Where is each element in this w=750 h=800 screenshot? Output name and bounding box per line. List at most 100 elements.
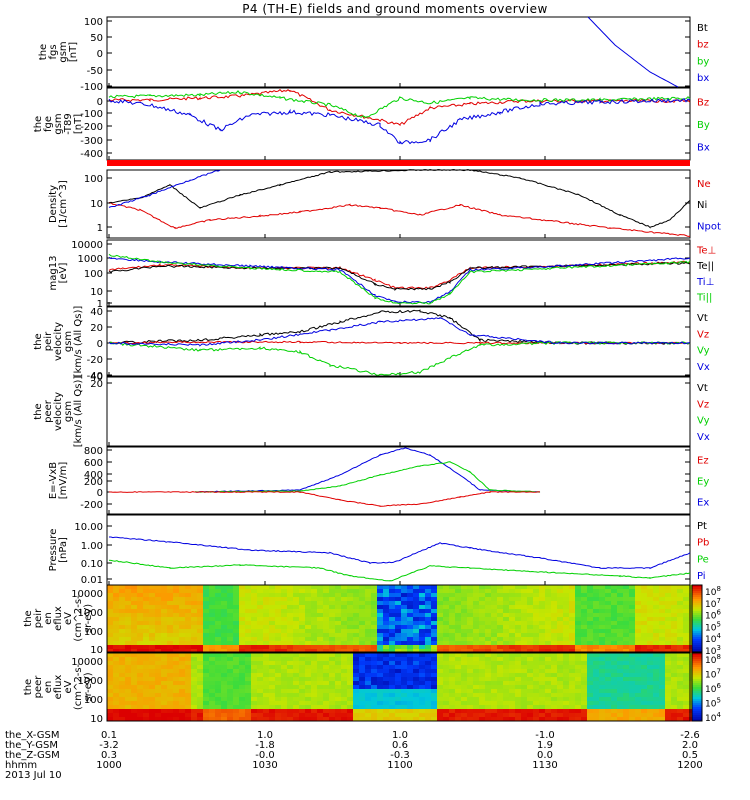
y-axis-label-line: (cm^2-s-	[73, 663, 84, 710]
series-bx	[587, 16, 679, 88]
y-axis-label: the peer en eflux eV (cm^2-s-sr-eV)	[23, 663, 94, 710]
series-Ti-perp	[108, 256, 691, 304]
y-tick-label: 10000	[71, 657, 103, 668]
x-tick-label: 2.0	[682, 740, 698, 751]
y-axis-label-line: Pressure	[48, 529, 59, 572]
colorbar-tick-label: 104	[705, 711, 721, 724]
colorbar-tick-label: 108	[705, 585, 721, 598]
y-axis-label-line: eV	[63, 680, 74, 693]
y-tick-label: 10	[90, 199, 103, 210]
panel-frame	[106, 169, 691, 239]
x-tick-label: 1030	[252, 760, 277, 771]
series-Vx	[108, 316, 691, 347]
colorbar-tick-label: 106	[705, 609, 721, 622]
y-axis-label-line: mag13	[48, 256, 59, 291]
y-tick-label: 1000	[78, 676, 103, 687]
x-row-label: the_Y-GSM	[5, 740, 58, 751]
y-tick-label: 0	[97, 488, 103, 499]
x-row-label: the_Z-GSM	[5, 750, 60, 761]
chart-title: P4 (TH-E) fields and ground moments over…	[242, 2, 548, 16]
y-tick-label: 200	[84, 477, 103, 488]
legend-entry: Pi	[697, 571, 706, 582]
x-tick-label: 0.1	[101, 730, 117, 741]
series-By	[108, 90, 691, 119]
y-tick-label: 800	[84, 446, 103, 457]
y-axis-label-line: [nT]	[68, 42, 79, 62]
y-axis-label-line: [1/cm^3]	[58, 180, 69, 228]
y-axis-label-line: E=-VxB	[48, 462, 59, 499]
legend-entry: Te||	[696, 261, 714, 272]
x-tick-label: -1.8	[255, 740, 275, 751]
y-axis-label-line: gsm	[63, 331, 74, 352]
legend-entry: Ni	[697, 200, 707, 211]
y-tick-label: -300	[80, 136, 103, 147]
series-Ey	[194, 461, 541, 493]
panel-frame	[106, 306, 691, 377]
y-axis-label-line: en	[43, 612, 54, 625]
legend-entry: bz	[697, 40, 709, 51]
x-tick-label: 1130	[532, 760, 557, 771]
colorbar-tick-label: 108	[705, 653, 721, 666]
x-tick-label: 1.0	[392, 730, 408, 741]
x-tick-label: -0.3	[390, 750, 410, 761]
legend-entry: Pb	[697, 538, 709, 549]
panel-frame	[106, 652, 691, 722]
series-Vy	[108, 341, 691, 376]
y-tick-label: 20	[90, 379, 103, 390]
y-axis-label-line: [mV/m]	[58, 462, 69, 500]
x-row-label: the_X-GSM	[5, 730, 59, 741]
legend-entry: Npot	[697, 221, 721, 232]
y-axis-label-line: velocity	[53, 392, 64, 431]
y-tick-label: 400	[84, 470, 103, 481]
x-tick-label: -0.0	[255, 750, 275, 761]
y-axis-label: the peir velocity gsm [km/s (All Qs)]	[33, 306, 84, 378]
panel-frame	[106, 584, 691, 653]
y-tick-label: 1	[97, 223, 103, 234]
legend-entry: Vx	[697, 362, 710, 373]
legend-entry: Ne	[697, 179, 711, 190]
y-tick-label: 0	[97, 339, 103, 350]
legend-entry: Bt	[697, 23, 708, 34]
legend-entry: by	[697, 56, 709, 67]
panel-frame	[106, 16, 691, 88]
y-tick-label: -100	[80, 109, 103, 120]
y-axis-label-line: [nPa]	[58, 537, 69, 563]
date-label: 2013 Jul 10	[5, 770, 62, 781]
y-axis-label-line: [nT]	[73, 114, 84, 134]
x-row-label: hhmm	[5, 760, 37, 771]
x-tick-label: 1200	[677, 760, 702, 771]
y-axis-label: E=-VxB [mV/m]	[48, 462, 69, 500]
y-tick-label: 50	[90, 33, 103, 44]
y-axis-label-line: -T89	[63, 113, 74, 135]
legend-entry: Te⊥	[696, 245, 716, 256]
y-axis-label-line: eflux	[53, 606, 64, 631]
x-tick-label: -3.2	[99, 740, 119, 751]
y-tick-label: 0.10	[81, 559, 103, 570]
legend-entry: Ti⊥	[696, 277, 714, 288]
x-tick-label: -2.6	[680, 730, 700, 741]
y-axis-label-line: the	[33, 116, 44, 132]
y-axis-label-line: peir	[33, 608, 44, 628]
y-tick-label: 1000	[78, 608, 103, 619]
colorbar-tick-label: 104	[705, 632, 721, 645]
y-axis-label-line: the	[38, 44, 49, 60]
y-tick-label: 10	[90, 714, 103, 725]
peer-spectrogram	[107, 653, 696, 722]
y-tick-label: 10	[90, 645, 103, 656]
panel-frame	[106, 376, 691, 447]
y-tick-label: 10	[90, 287, 103, 298]
panel-frame	[106, 239, 691, 307]
series-Ne	[108, 201, 691, 237]
y-axis-label-line: peer	[33, 675, 44, 699]
y-tick-label: 10.00	[74, 522, 103, 533]
legend-entry: Vx	[697, 432, 710, 443]
legend-entry: Bx	[697, 143, 710, 154]
legend-entry: Ex	[697, 497, 709, 508]
x-tick-label: -1.0	[535, 730, 555, 741]
y-tick-label: -20	[87, 355, 103, 366]
y-tick-label: -40	[87, 371, 103, 382]
y-tick-label: 100	[84, 174, 103, 185]
y-axis-label: Pressure [nPa]	[48, 529, 69, 572]
x-tick-label: 0.3	[101, 750, 117, 761]
